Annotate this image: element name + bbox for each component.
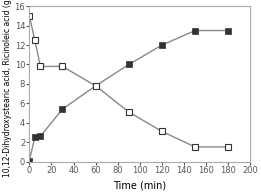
X-axis label: Time (min): Time (min)	[113, 180, 167, 190]
Y-axis label: 10,12-Dihydroxystearic acid, Ricinoleic acid (g/l): 10,12-Dihydroxystearic acid, Ricinoleic …	[3, 0, 12, 177]
